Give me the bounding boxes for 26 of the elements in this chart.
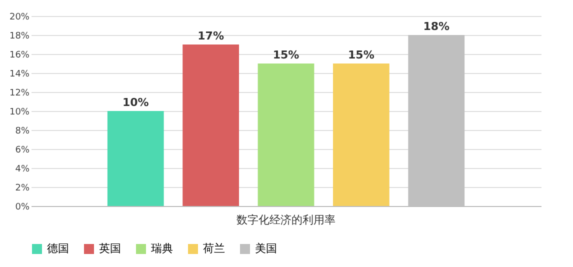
legend-label: 英国 <box>99 242 121 255</box>
y-tick-label: 18% <box>9 32 30 42</box>
bar <box>332 64 390 206</box>
y-tick-label: 4% <box>15 164 30 174</box>
legend-label: 美国 <box>255 242 277 255</box>
bar <box>258 64 314 206</box>
y-tick-label: 2% <box>15 184 30 194</box>
bar <box>107 111 164 206</box>
legend-label: 荷兰 <box>203 242 225 255</box>
data-label: 10% <box>122 96 149 109</box>
x-tick-label: 数字化经济的利用率 <box>236 214 336 226</box>
legend-label: 瑞典 <box>151 242 173 255</box>
data-label: 15% <box>272 48 300 62</box>
data-label: 17% <box>198 30 224 42</box>
legend-label: 德国 <box>47 242 69 255</box>
y-tick-label: 20% <box>9 12 30 22</box>
y-tick-label: 12% <box>9 88 30 98</box>
y-tick-label: 14% <box>9 70 30 80</box>
y-tick-label: 8% <box>15 126 30 136</box>
bar <box>182 44 240 206</box>
data-label: 15% <box>348 48 374 62</box>
data-label: 18% <box>423 20 450 33</box>
y-tick-label: 10% <box>9 108 30 118</box>
y-tick-label: 0% <box>15 202 30 212</box>
y-tick-label: 16% <box>9 50 30 60</box>
y-tick-label: 6% <box>15 146 30 156</box>
